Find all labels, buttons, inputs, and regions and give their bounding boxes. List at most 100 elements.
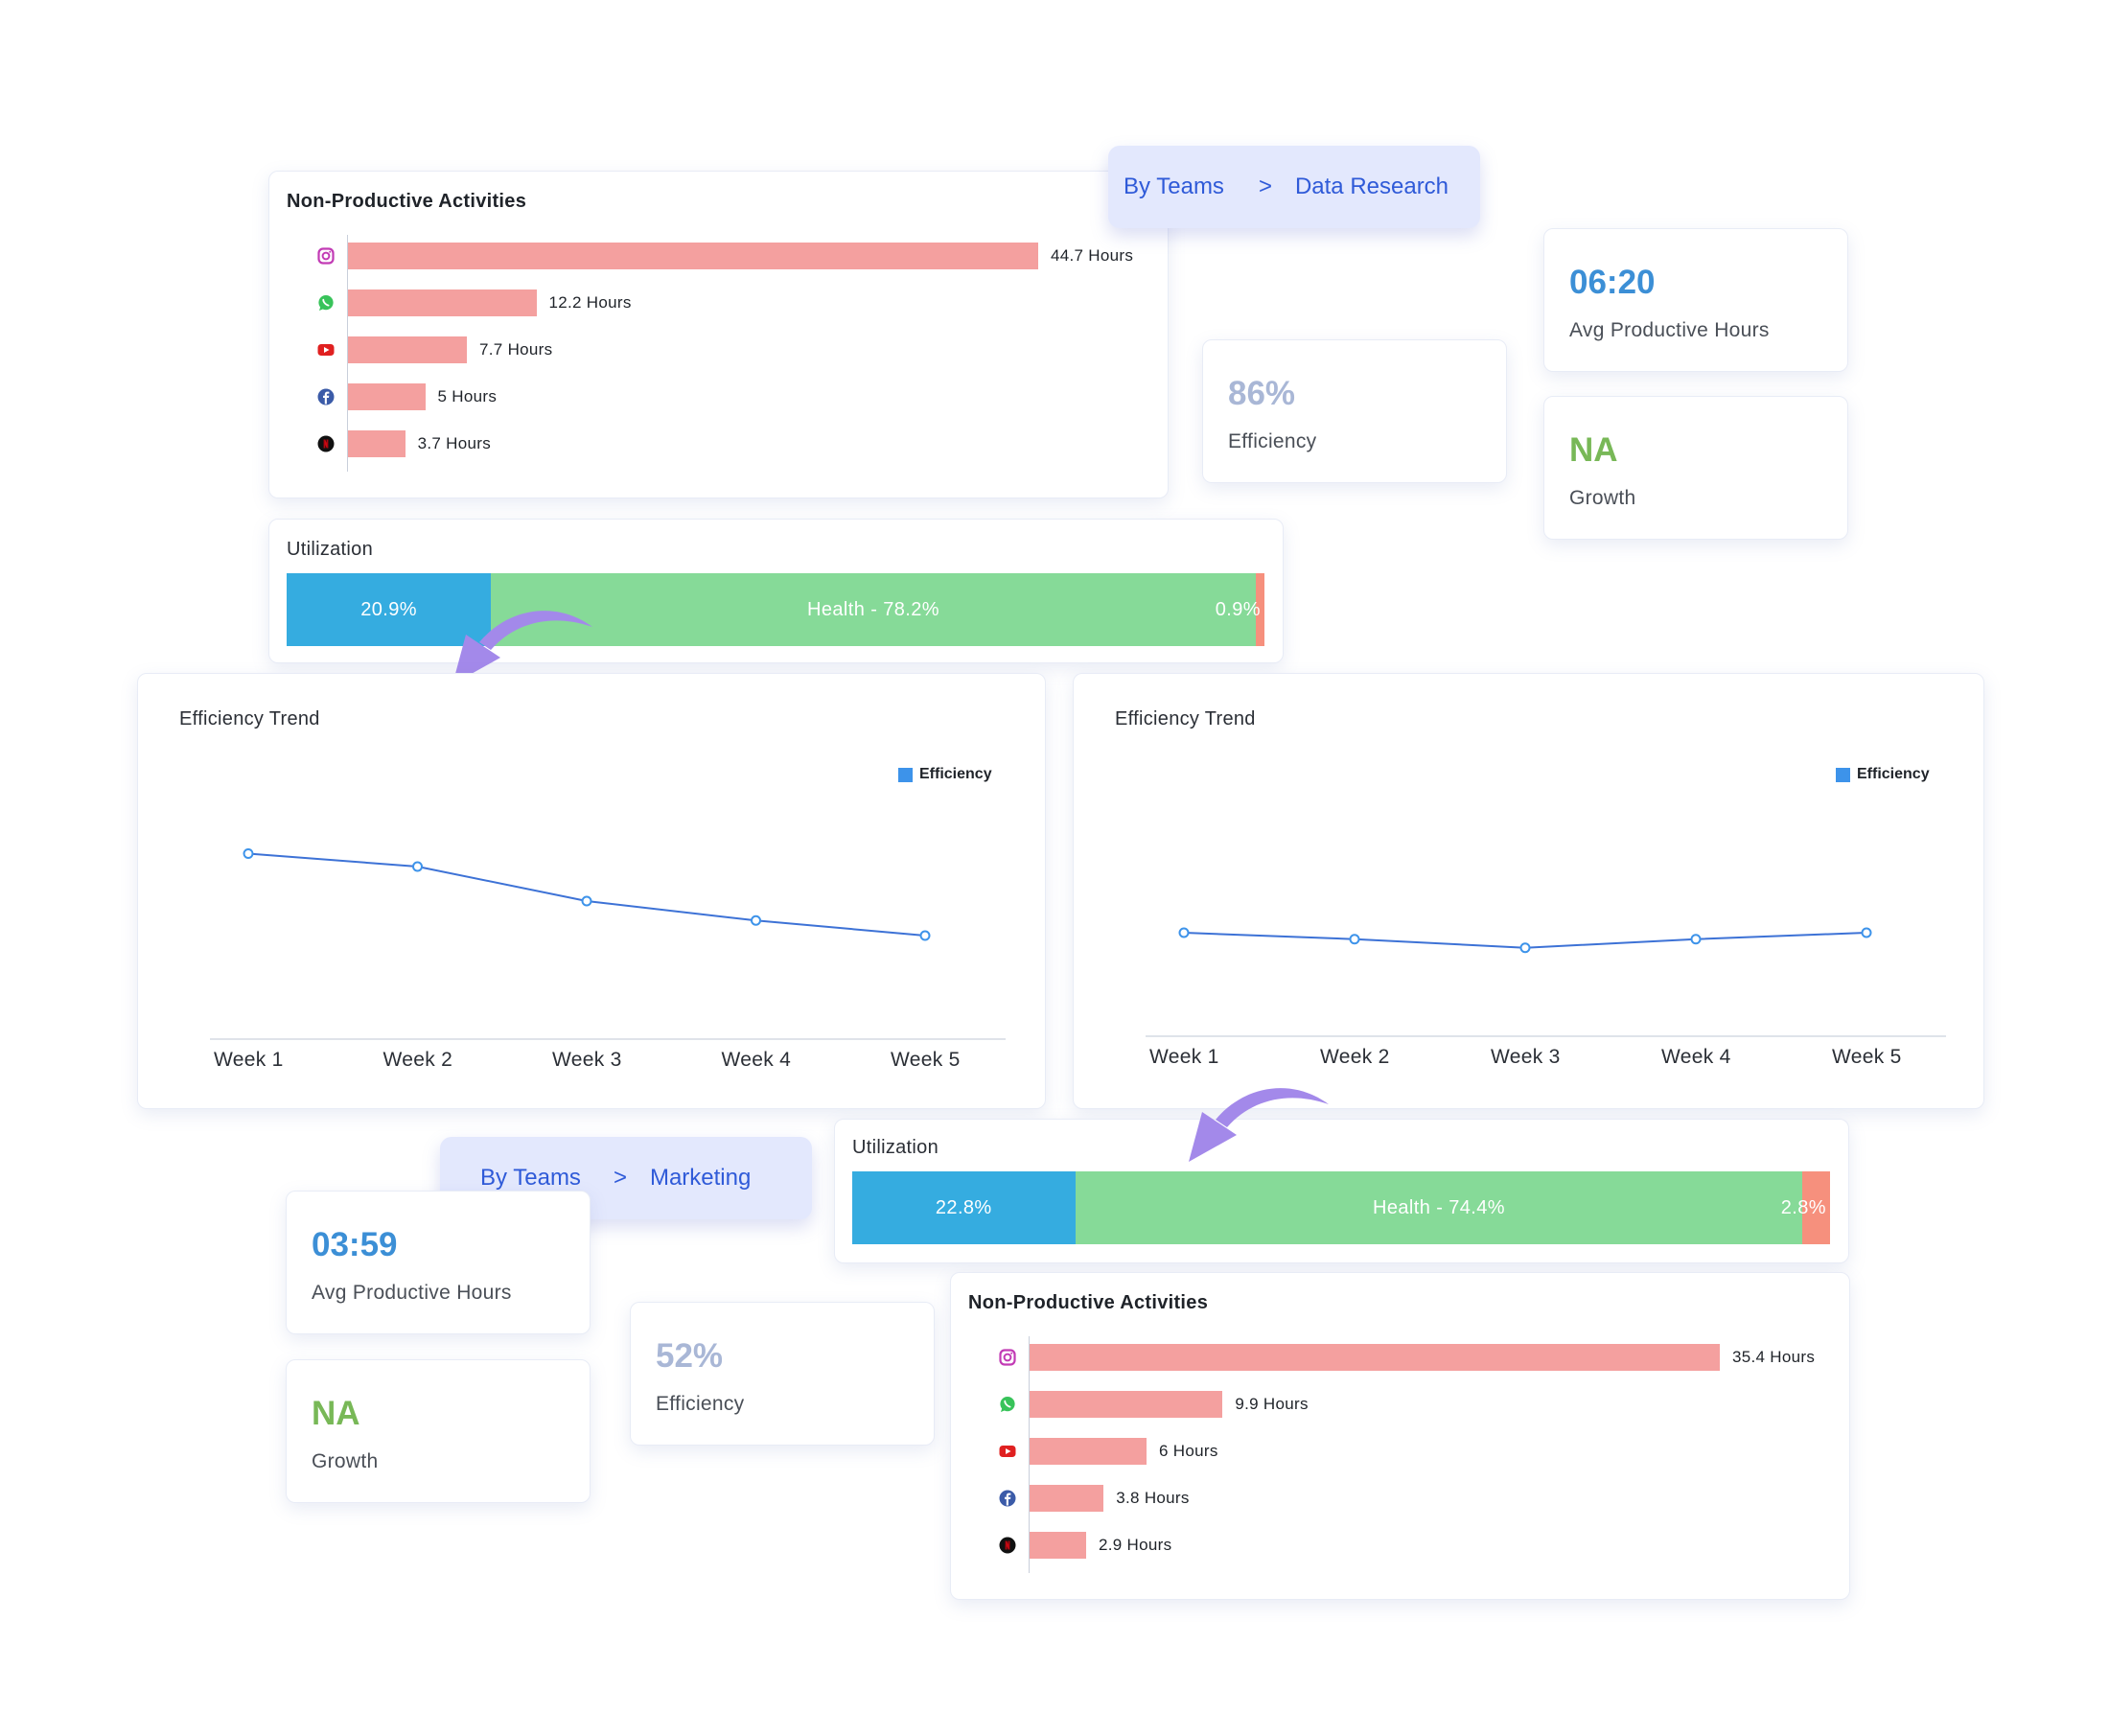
- efficiency-trend-card-right: Efficiency Trend Efficiency Week 1 Week 2…: [1073, 673, 1984, 1109]
- npa-bar: [1030, 1391, 1223, 1418]
- npa-chart: 35.4 Hours 9.9 Hours 6 Hours 3.8 Hours 2.9 H…: [999, 1336, 1823, 1573]
- utilization-segment-label: Health - 74.4%: [1373, 1196, 1505, 1218]
- data-point[interactable]: [1519, 942, 1531, 954]
- npa-bar: [1030, 1532, 1086, 1559]
- x-tick-label: Week 4: [721, 1049, 792, 1071]
- data-point[interactable]: [1690, 934, 1702, 945]
- npa-row: 35.4 Hours: [999, 1344, 1823, 1371]
- curved-arrow-icon: [452, 611, 592, 684]
- breadcrumb: By Teams > Data Research: [1108, 146, 1480, 228]
- npa-value-label: 5 Hours: [437, 387, 498, 405]
- npa-row: 2.9 Hours: [999, 1532, 1823, 1559]
- avg-hours-value: 06:20: [1569, 264, 1656, 301]
- npa-value-label: 6 Hours: [1159, 1442, 1218, 1460]
- series-line: [247, 852, 926, 937]
- npa-value-label: 9.9 Hours: [1235, 1395, 1309, 1413]
- npa-bar: [1030, 1485, 1104, 1512]
- avg-hours-card-top: 06:20 Avg Productive Hours: [1543, 228, 1848, 372]
- x-tick-label: Week 3: [1491, 1046, 1561, 1068]
- growth-label: Growth: [312, 1450, 379, 1472]
- breadcrumb-separator: >: [613, 1165, 627, 1191]
- npa-bar: [348, 336, 468, 363]
- efficiency-label: Efficiency: [656, 1393, 745, 1415]
- legend-swatch: [898, 767, 913, 782]
- efficiency-value: 86%: [1228, 375, 1296, 412]
- npa-value-label: 35.4 Hours: [1732, 1348, 1816, 1366]
- avg-hours-card-bottom: 03:59 Avg Productive Hours: [286, 1191, 591, 1334]
- card-title: Utilization: [287, 539, 373, 560]
- npa-chart: 44.7 Hours 12.2 Hours 7.7 Hours 5 Hours 3.7 …: [317, 235, 1142, 472]
- utilization-segment-label: 2.8%: [1780, 1196, 1826, 1218]
- npa-value-label: 7.7 Hours: [479, 340, 553, 359]
- data-point[interactable]: [1861, 927, 1872, 938]
- breadcrumb-separator: >: [1258, 174, 1272, 199]
- utilization-bar: 22.8% Health - 74.4% 2.8%: [852, 1171, 1830, 1244]
- npa-row: 12.2 Hours: [317, 289, 1142, 316]
- efficiency-card-bottom: 52% Efficiency: [630, 1302, 935, 1446]
- instagram-icon: [317, 247, 335, 265]
- growth-card-top: NA Growth: [1543, 396, 1848, 540]
- npa-bar: [1030, 1344, 1720, 1371]
- utilization-segment-health[interactable]: Health - 74.4%: [1075, 1171, 1803, 1244]
- npa-axis-line: [1029, 1336, 1030, 1573]
- utilization-bar: 20.9% Health - 78.2% 0.9%: [287, 573, 1264, 646]
- card-title: Efficiency Trend: [179, 708, 320, 729]
- utilization-segment-other[interactable]: 0.9%: [1216, 573, 1264, 646]
- utilization-segment-productive[interactable]: 22.8%: [852, 1171, 1076, 1244]
- legend-label: Efficiency: [1857, 766, 1930, 782]
- npa-row: 7.7 Hours: [317, 336, 1142, 363]
- avg-hours-label: Avg Productive Hours: [1569, 319, 1770, 341]
- npa-bar: [1030, 1438, 1147, 1465]
- data-point[interactable]: [1178, 927, 1190, 938]
- data-point[interactable]: [581, 895, 592, 907]
- breadcrumb-current[interactable]: Marketing: [649, 1165, 752, 1191]
- npa-value-label: 12.2 Hours: [548, 293, 632, 312]
- efficiency-value: 52%: [656, 1337, 724, 1375]
- utilization-segment-productive[interactable]: 20.9%: [287, 573, 492, 646]
- efficiency-label: Efficiency: [1228, 430, 1317, 452]
- npa-row: 9.9 Hours: [999, 1391, 1823, 1418]
- chart-legend: Efficiency: [1836, 766, 1930, 783]
- chart-legend: Efficiency: [898, 766, 992, 783]
- npa-card-top: Non-Productive Activities 44.7 Hours 12.2…: [268, 171, 1169, 498]
- npa-value-label: 44.7 Hours: [1051, 246, 1134, 265]
- npa-row: 5 Hours: [317, 383, 1142, 410]
- breadcrumb-root[interactable]: By Teams: [480, 1165, 581, 1191]
- data-point[interactable]: [919, 930, 931, 941]
- x-tick-label: Week 5: [891, 1049, 961, 1071]
- avg-hours-value: 03:59: [312, 1226, 398, 1263]
- npa-card-bottom: Non-Productive Activities 35.4 Hours 9.9 …: [950, 1272, 1850, 1600]
- utilization-segment-health[interactable]: Health - 78.2%: [491, 573, 1256, 646]
- npa-bar: [348, 289, 537, 316]
- youtube-icon: [317, 341, 335, 359]
- breadcrumb-root[interactable]: By Teams: [1124, 174, 1224, 199]
- efficiency-trend-card-left: Efficiency Trend Efficiency Week 1 Week 2…: [137, 673, 1046, 1109]
- data-point[interactable]: [751, 914, 761, 926]
- npa-bar: [348, 243, 1038, 269]
- x-tick-label: Week 1: [214, 1049, 284, 1071]
- instagram-icon: [999, 1349, 1016, 1366]
- legend-swatch: [1836, 767, 1850, 782]
- efficiency-line-chart: [210, 848, 1006, 1040]
- utilization-segment-other[interactable]: 2.8%: [1781, 1171, 1830, 1244]
- npa-value-label: 2.9 Hours: [1098, 1536, 1172, 1554]
- netflix-icon: [999, 1537, 1016, 1554]
- utilization-segment-label: Health - 78.2%: [807, 598, 939, 620]
- growth-label: Growth: [1569, 487, 1636, 509]
- data-point[interactable]: [1349, 934, 1360, 945]
- npa-row: 6 Hours: [999, 1438, 1823, 1465]
- youtube-icon: [999, 1443, 1016, 1460]
- breadcrumb-current[interactable]: Data Research: [1294, 174, 1449, 199]
- efficiency-line-chart: [1146, 927, 1946, 1037]
- data-point[interactable]: [243, 848, 254, 859]
- card-title: Efficiency Trend: [1115, 708, 1256, 729]
- x-tick-label: Week 2: [382, 1049, 453, 1071]
- netflix-icon: [317, 435, 335, 452]
- npa-bar: [348, 430, 406, 457]
- growth-card-bottom: NA Growth: [286, 1359, 591, 1503]
- avg-hours-label: Avg Productive Hours: [312, 1282, 512, 1304]
- data-point[interactable]: [412, 861, 423, 872]
- whatsapp-icon: [999, 1396, 1016, 1413]
- npa-value-label: 3.8 Hours: [1116, 1489, 1190, 1507]
- utilization-segment-label: 22.8%: [935, 1196, 992, 1218]
